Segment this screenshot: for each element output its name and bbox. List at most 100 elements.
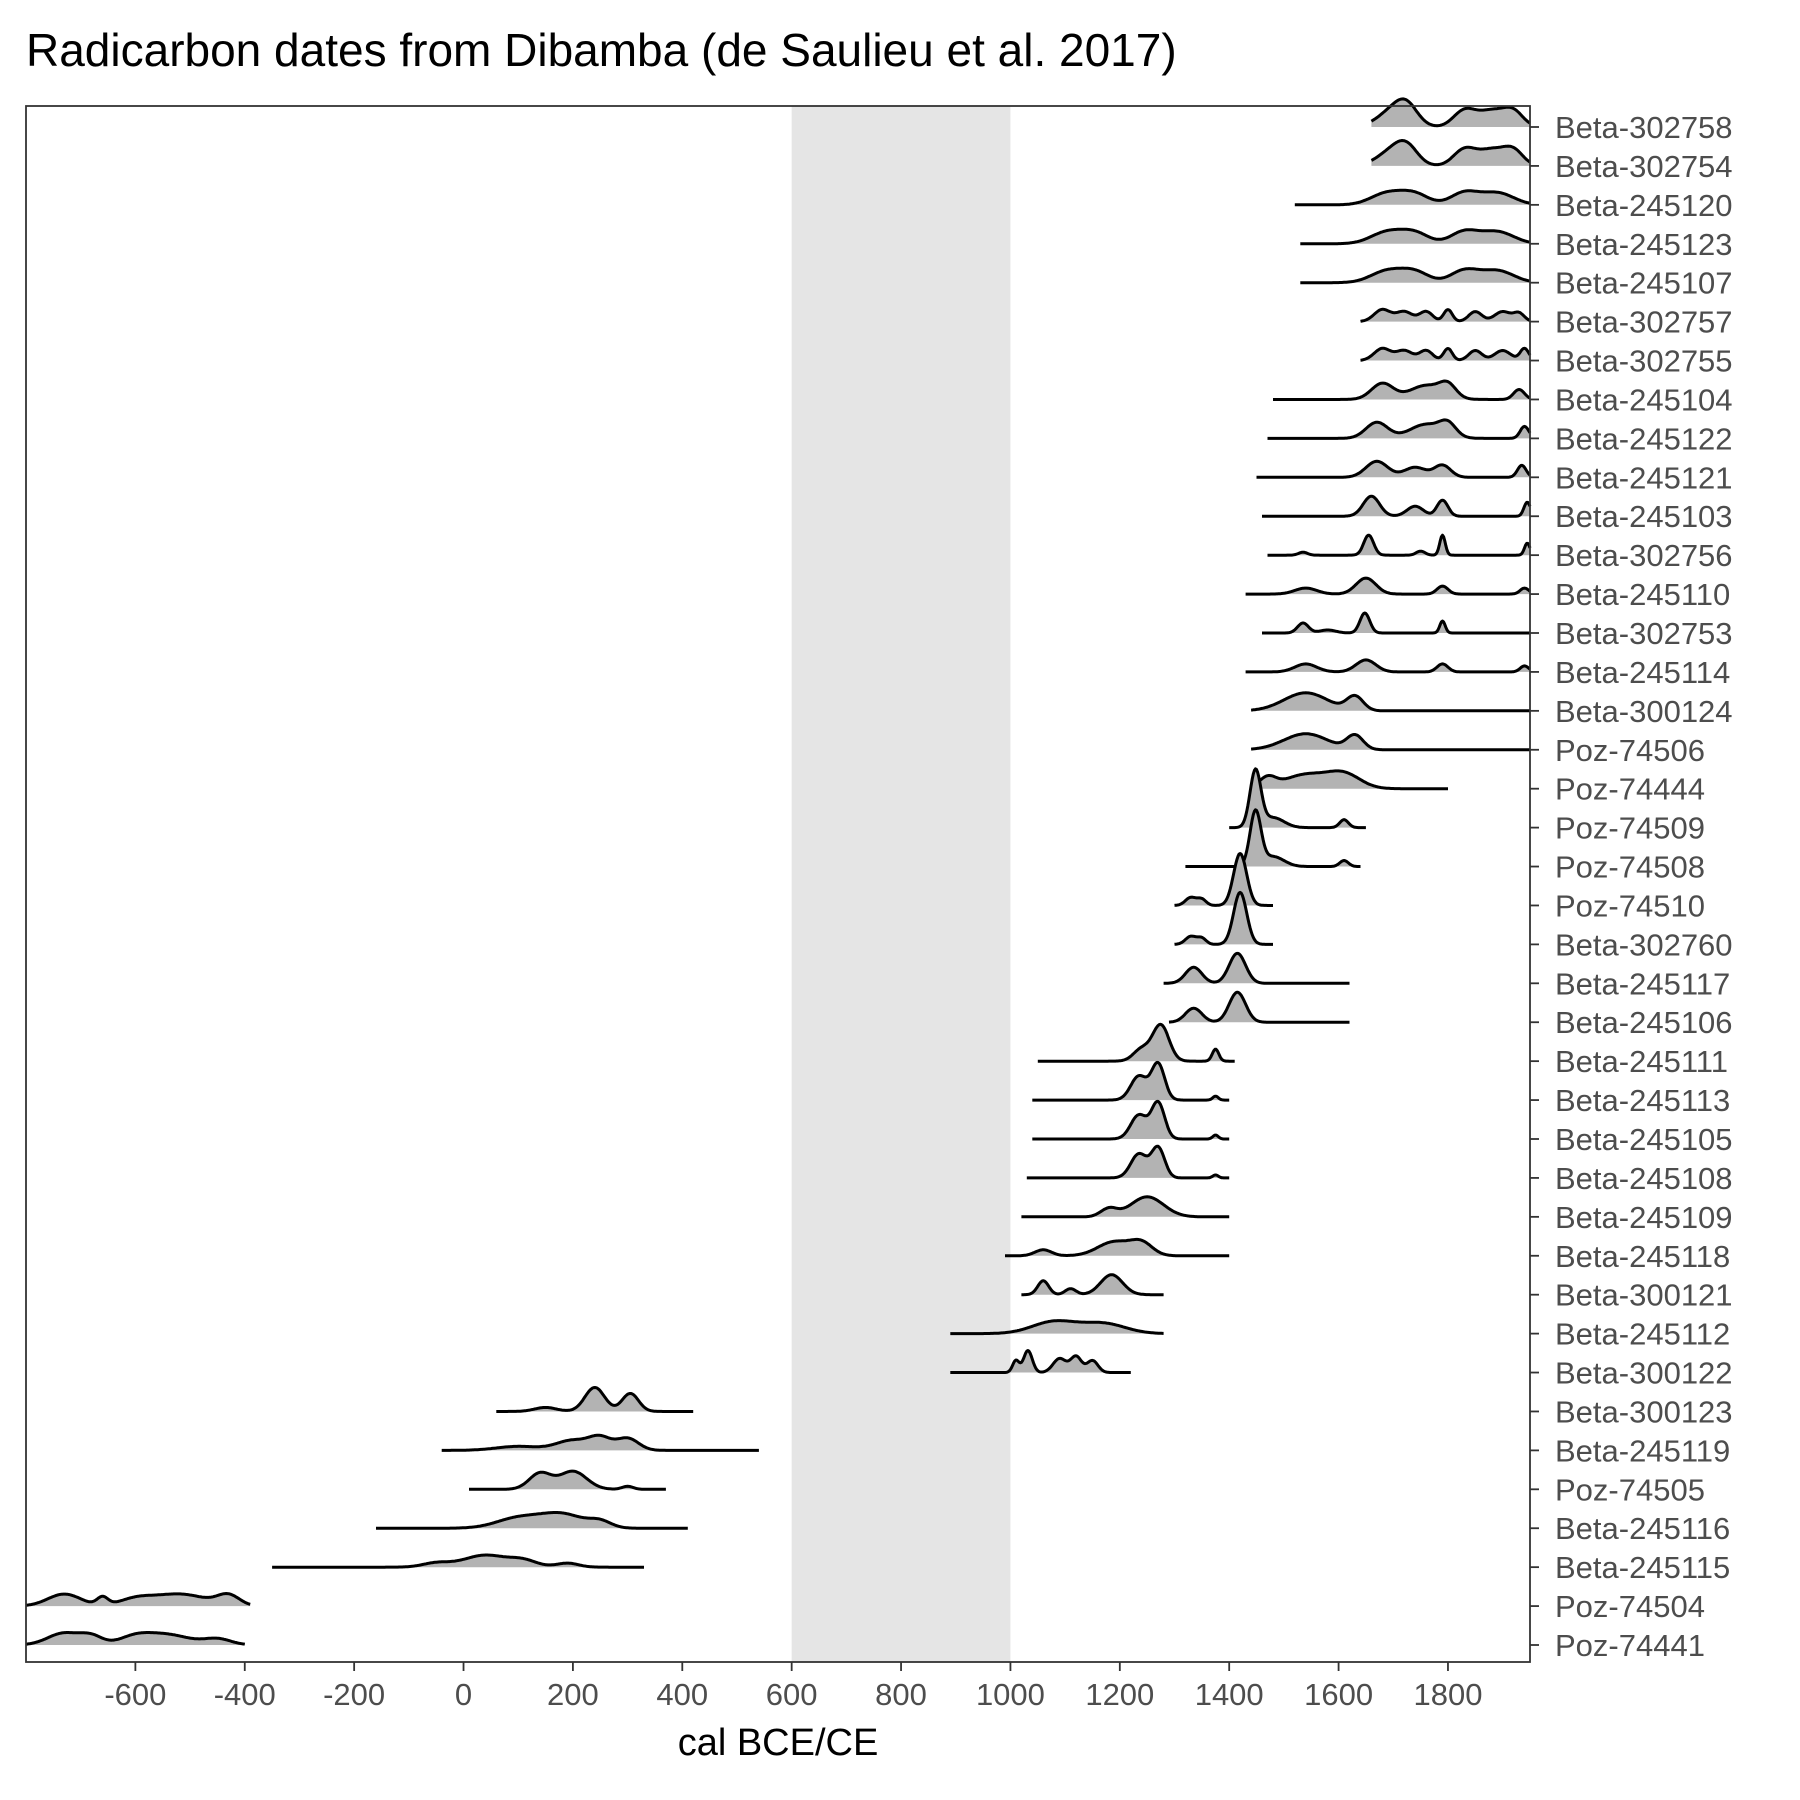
ridge-line [1299,227,1531,246]
y-tick-label: Beta-300122 [1555,1356,1733,1391]
ridge-line [1228,767,1367,830]
x-axis-label: cal BCE/CE [678,1722,879,1764]
ridge-Beta-300121 [1021,1273,1164,1297]
ridge-line [1037,1022,1236,1063]
chart-title: Radicarbon dates from Dibamba (de Saulie… [26,24,1177,76]
ridge-line [1294,188,1531,207]
ridge-Beta-302757 [1360,307,1531,323]
y-tick-label: Poz-74506 [1555,733,1705,768]
y-tick-label: Beta-245106 [1555,1005,1733,1040]
ridge-line [1272,379,1531,401]
ridge-fill [1163,953,1350,984]
x-tick-label: 200 [547,1677,599,1712]
x-tick-label: -400 [214,1677,276,1712]
ridge-line [1031,1060,1230,1102]
y-tick-label: Beta-302760 [1555,927,1733,962]
ridge-line [1185,808,1361,868]
ridge-Beta-302760 [1174,890,1274,946]
ridge-line [1360,307,1531,323]
ridge-Beta-302753 [1261,611,1531,635]
x-tick-label: 1400 [1195,1677,1264,1712]
ridge-line [1174,890,1274,946]
ridge-line [1360,346,1532,362]
y-tick-label: Beta-245116 [1555,1511,1730,1546]
ridge-fill [1174,853,1273,906]
x-tick-label: -200 [323,1677,385,1712]
x-tick-label: 600 [766,1677,818,1712]
ridge-fill [1262,496,1530,517]
y-tick-label: Beta-245119 [1555,1433,1730,1468]
ridge-line [1299,266,1531,285]
x-axis: -600 -400 -200 0 200 400 600 800 1000 1200 1400 160… [104,1662,1482,1712]
ridge-Beta-302758 [1370,97,1531,128]
ridge-Beta-245113 [1031,1060,1230,1102]
ridge-line [1267,418,1532,440]
ridge-line [1026,1144,1230,1180]
ridge-Beta-245105 [1031,1099,1230,1141]
ridge-Beta-245117 [1163,951,1350,985]
ridge-fill [1174,892,1273,945]
y-tick-label: Beta-245114 [1555,655,1730,690]
ridge-line [25,1631,246,1646]
y-tick-label: Beta-302754 [1555,149,1733,184]
y-tick-label: Beta-245113 [1555,1083,1730,1118]
ridge-Poz-74506 [1250,732,1531,752]
ridge-Beta-245110 [1245,576,1531,596]
ridge-fill [1169,992,1350,1023]
ridge-Beta-245121 [1256,459,1532,479]
ridge-Beta-245107 [1299,266,1531,285]
y-tick-label: Beta-302756 [1555,538,1733,573]
ridge-Poz-74510 [1174,852,1274,907]
x-tick-label: 1200 [1085,1677,1154,1712]
ridge-fill [1300,268,1530,283]
y-tick-label: Poz-74504 [1555,1589,1705,1624]
y-tick-label: Poz-74441 [1555,1628,1705,1663]
highlight-band-layer [791,106,1011,1662]
ridge-Beta-245108 [1026,1144,1230,1180]
ridge-line [949,1349,1132,1374]
ridge-Beta-245103 [1261,494,1532,518]
ridge-line [495,1386,694,1413]
panel-border [25,105,1531,1663]
y-tick-label: Beta-245117 [1555,966,1730,1001]
ridge-fill [1032,1062,1230,1101]
ridge-Poz-74441 [25,1631,246,1646]
ridge-line [1267,533,1532,557]
ridge-fill [1294,190,1530,205]
x-tick-label: 0 [455,1677,472,1712]
y-tick-label: Beta-245122 [1555,421,1733,456]
y-tick-label: Beta-245120 [1555,188,1733,223]
ridge-line [1004,1237,1230,1258]
ridge-fill [1037,1024,1235,1062]
ridge-fill [950,1350,1131,1373]
ridge-fill [1026,1146,1230,1178]
y-tick-label: Beta-302755 [1555,344,1733,379]
ridge-line [1031,1099,1230,1141]
y-tick-label: Poz-74508 [1555,850,1705,885]
y-tick-label: Beta-302758 [1555,110,1733,145]
ridge-line [1250,691,1531,713]
ridge-line [1021,1195,1230,1219]
ridge-Beta-245111 [1037,1022,1236,1063]
ridge-Beta-245116 [375,1511,689,1530]
ridge-line [1174,852,1274,907]
ridge-Beta-245112 [949,1319,1164,1336]
y-tick-label: Beta-302757 [1555,305,1733,340]
y-tick-label: Poz-74444 [1555,772,1705,807]
ridge-line [1245,576,1531,596]
y-tick-label: Beta-245111 [1555,1044,1728,1079]
ridge-line [1370,97,1531,128]
y-tick-label: Beta-245109 [1555,1200,1733,1235]
y-tick-label: Beta-245104 [1555,382,1733,417]
y-tick-label: Beta-245108 [1555,1161,1733,1196]
y-tick-label: Beta-300121 [1555,1278,1733,1313]
y-tick-label: Beta-245112 [1555,1317,1730,1352]
ridge-Beta-245114 [1245,658,1531,674]
ridge-line [949,1319,1164,1336]
ridge-Beta-302755 [1360,346,1532,362]
ridge-fill [1245,659,1530,672]
ridge-line [1245,658,1531,674]
ridge-fill [26,1632,245,1645]
ridge-Beta-300122 [949,1349,1132,1374]
